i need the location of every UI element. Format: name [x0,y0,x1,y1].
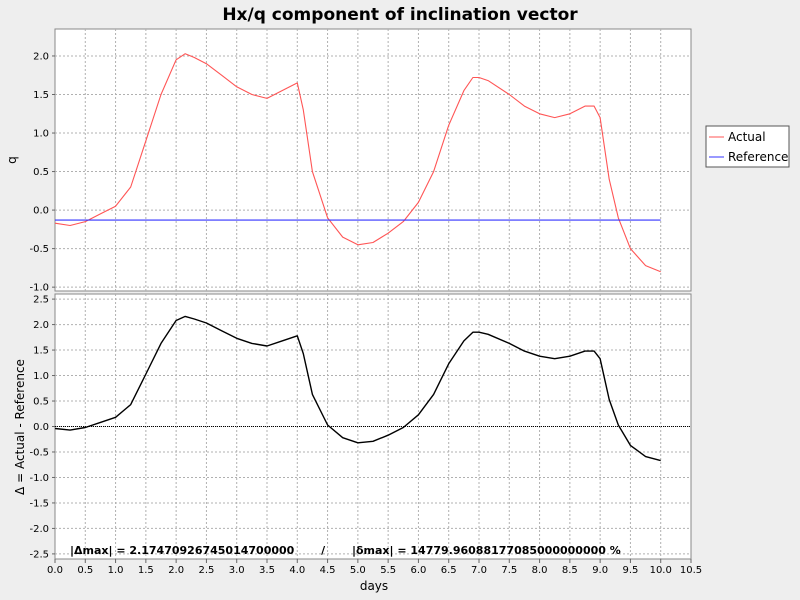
bottom-y-axis-label: Δ = Actual - Reference [13,359,27,495]
x-tick-label: 3.0 [229,565,245,576]
x-tick-label: 8.5 [562,565,578,576]
bottom-series [54,315,661,462]
x-tick-label: 9.0 [592,565,608,576]
top-y-tick-label: 2.0 [33,51,49,62]
top-series [54,53,661,273]
bottom-y-tick-label: -1.0 [29,473,49,484]
top-y-tick-label: 0.5 [33,167,49,178]
top-y-tick-label: 1.0 [33,129,49,140]
x-tick-label: 7.5 [501,565,517,576]
x-tick-label: 6.0 [410,565,426,576]
x-tick-label: 6.5 [441,565,457,576]
top-y-tick-label: -0.5 [29,244,49,255]
legend-label-reference: Reference [728,150,788,164]
bottom-y-tick-label: 2.0 [33,320,49,331]
x-tick-label: 2.0 [168,565,184,576]
legend: Actual Reference [705,125,790,168]
x-tick-label: 9.5 [622,565,638,576]
x-tick-label: 10.5 [680,565,702,576]
bottom-grid [55,294,691,559]
bottom-y-tick-label: 2.5 [33,295,49,306]
chart-title: Hx/q component of inclination vector [222,5,578,25]
bottom-y-ticks: -2.5 -2.0 -1.5 -1.0 -0.5 0.0 0.5 1.0 1.5 2.0 2.5 [29,295,55,560]
legend-box [705,125,790,168]
bottom-y-tick-label: -2.0 [29,524,49,535]
top-y-axis-label: q [5,156,19,164]
top-series-line-actual [54,53,661,273]
x-tick-label: 4.0 [289,565,305,576]
x-tick-label: 8.0 [532,565,548,576]
bottom-y-tick-label: -0.5 [29,447,49,458]
top-plot-area [54,28,692,292]
x-tick-label: 5.0 [350,565,366,576]
x-tick-label: 1.5 [138,565,154,576]
x-ticks: 0.0 0.5 1.0 1.5 2.0 2.5 3.0 3.5 4.0 4.5 5.0 5.5 6.0 6… [47,559,702,576]
top-y-tick-label: 1.5 [33,90,49,101]
bottom-y-tick-label: -1.5 [29,498,49,509]
delta-stats-text: |Δmax| = 2.17470926745014700000 / |δmax|… [70,544,621,557]
bottom-series-line-delta [54,315,661,462]
bottom-y-tick-label: 1.0 [33,371,49,382]
x-tick-label: 4.5 [320,565,336,576]
x-tick-label: 3.5 [259,565,275,576]
legend-label-actual: Actual [728,130,766,144]
bottom-y-tick-label: 0.0 [33,422,49,433]
bottom-y-tick-label: -2.5 [29,549,49,560]
bottom-y-tick-label: 0.5 [33,397,49,408]
top-y-ticks: -1.0 -0.5 0.0 0.5 1.0 1.5 2.0 [29,51,55,294]
x-tick-label: 7.0 [471,565,487,576]
top-y-tick-label: -1.0 [29,283,49,294]
x-tick-label: 2.5 [198,565,214,576]
x-tick-label: 10.0 [650,565,672,576]
top-y-tick-label: 0.0 [33,206,49,217]
x-tick-label: 0.5 [77,565,93,576]
x-tick-label: 1.0 [108,565,124,576]
x-tick-label: 5.5 [380,565,396,576]
bottom-y-tick-label: 1.5 [33,346,49,357]
x-tick-label: 0.0 [47,565,63,576]
x-axis-label: days [360,579,388,593]
